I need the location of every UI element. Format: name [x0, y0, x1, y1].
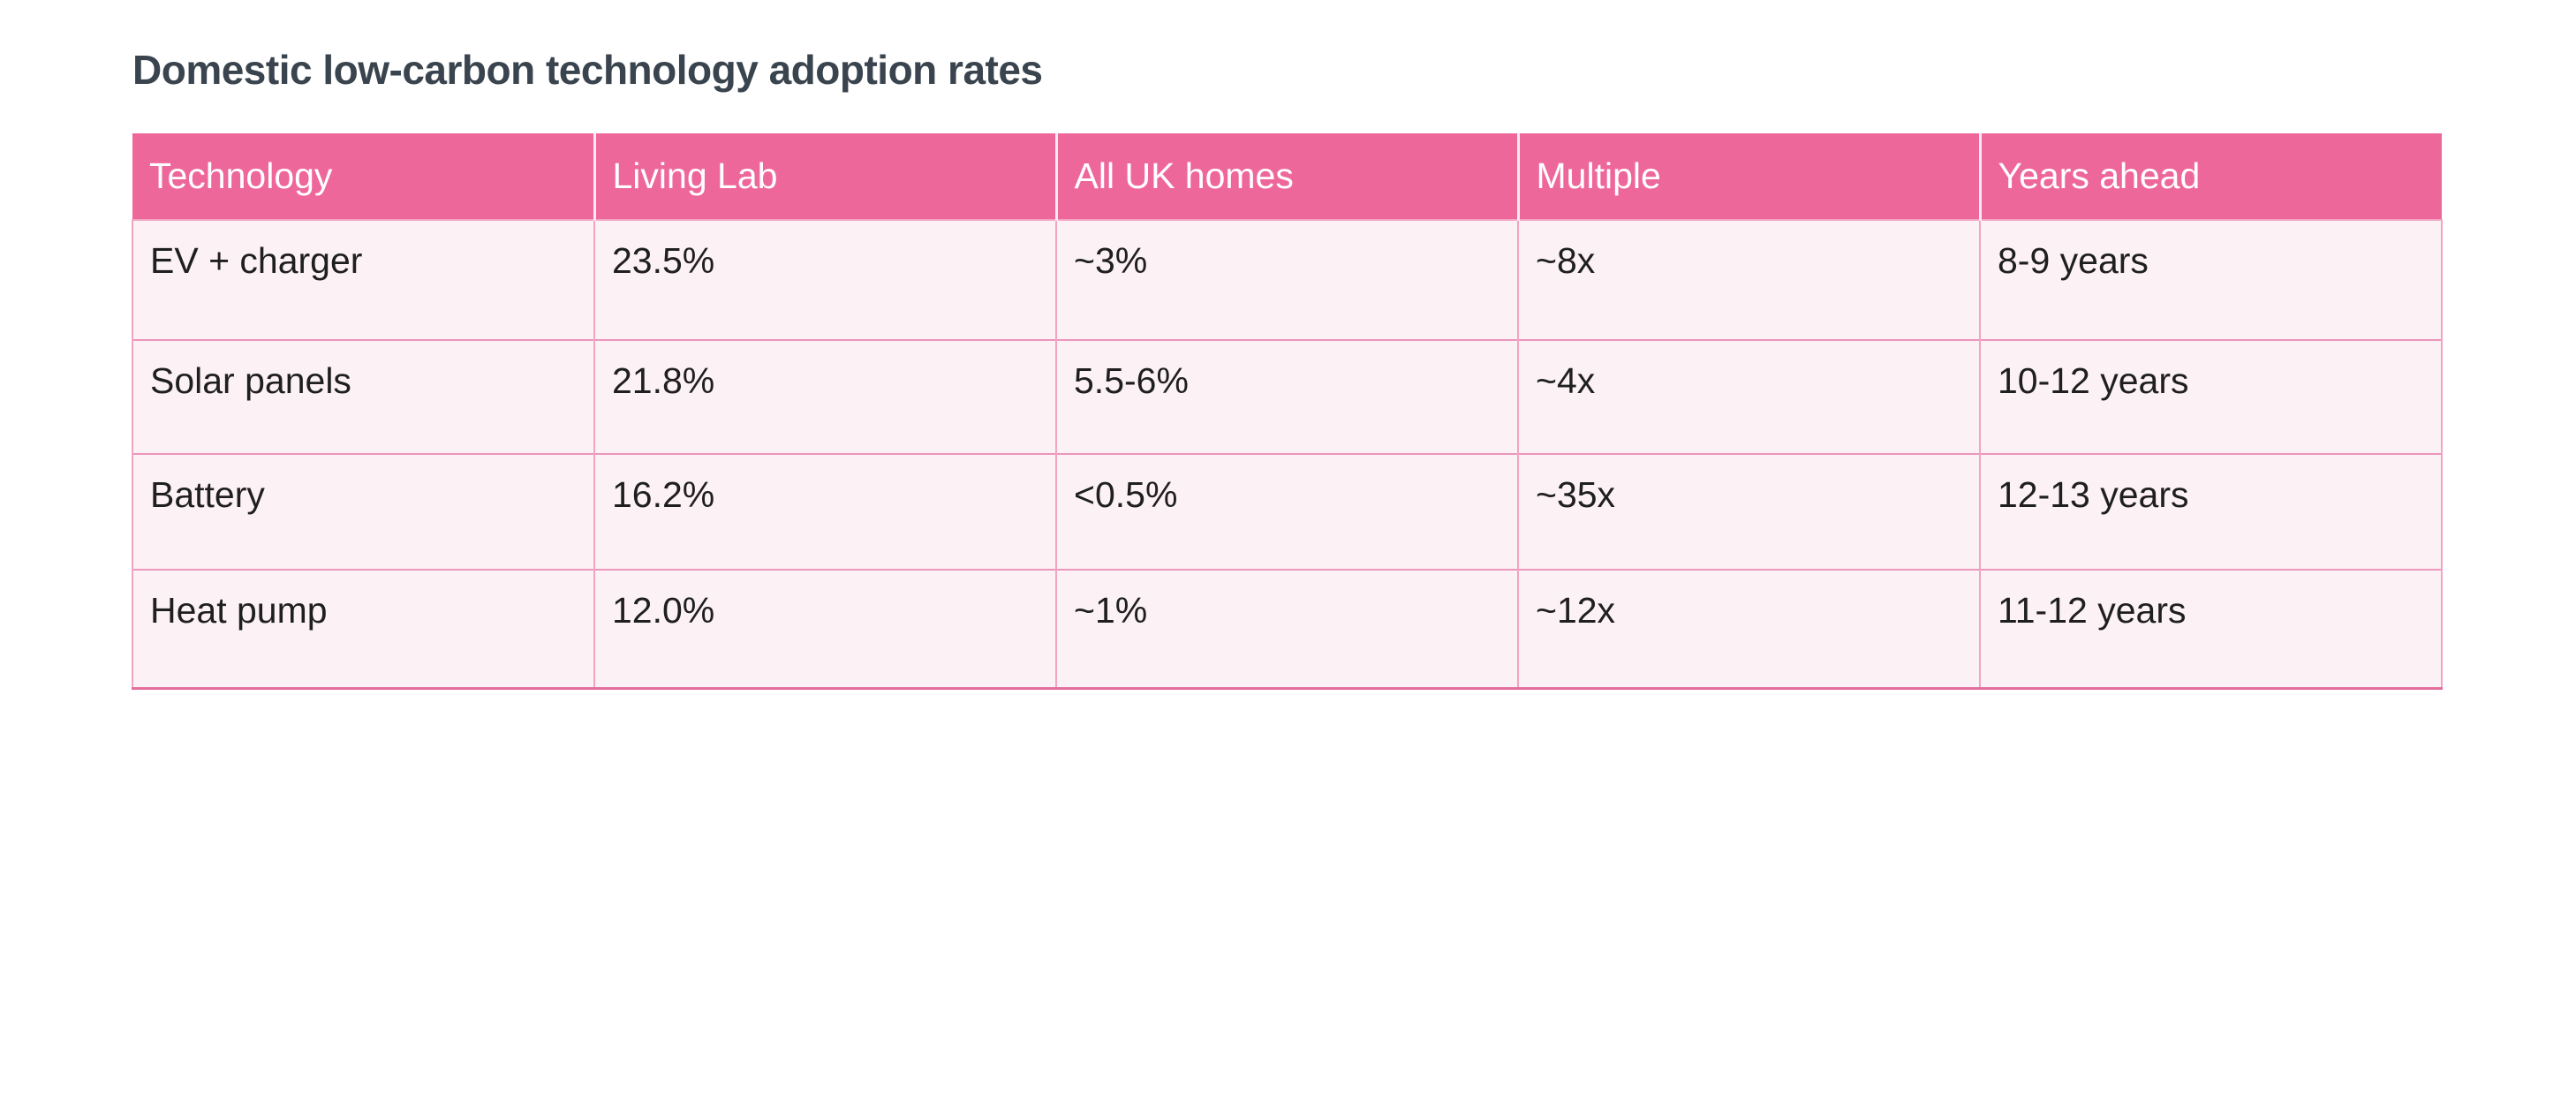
table-cell-technology: Battery — [132, 453, 595, 570]
table-cell-technology: Solar panels — [132, 339, 595, 454]
table-cell-technology: EV + charger — [132, 219, 595, 340]
table-cell-living-lab: 23.5% — [593, 219, 1057, 340]
table-cell-technology: Heat pump — [132, 569, 595, 690]
table-cell-multiple: ~8x — [1517, 219, 1981, 340]
table-cell-years-ahead: 8-9 years — [1979, 219, 2443, 340]
column-header-all-uk-homes: All UK homes — [1054, 133, 1518, 220]
table-cell-years-ahead: 12-13 years — [1979, 453, 2443, 570]
table-cell-all-uk-homes: ~1% — [1055, 569, 1519, 690]
page-title: Domestic low-carbon technology adoption … — [132, 47, 1043, 93]
table-header-row: Technology Living Lab All UK homes Multi… — [132, 133, 2442, 220]
table-cell-all-uk-homes: <0.5% — [1055, 453, 1519, 570]
column-header-years-ahead: Years ahead — [1978, 133, 2442, 220]
table-cell-all-uk-homes: 5.5-6% — [1055, 339, 1519, 454]
column-header-multiple: Multiple — [1516, 133, 1980, 220]
table-row: EV + charger 23.5% ~3% ~8x 8-9 years — [132, 219, 2443, 340]
table-row: Battery 16.2% <0.5% ~35x 12-13 years — [132, 453, 2443, 570]
table-cell-years-ahead: 10-12 years — [1979, 339, 2443, 454]
adoption-rates-table: Technology Living Lab All UK homes Multi… — [132, 133, 2443, 690]
table-cell-multiple: ~4x — [1517, 339, 1981, 454]
table-row: Heat pump 12.0% ~1% ~12x 11-12 years — [132, 569, 2443, 690]
table-cell-living-lab: 21.8% — [593, 339, 1057, 454]
table-row: Solar panels 21.8% 5.5-6% ~4x 10-12 year… — [132, 339, 2443, 454]
table-cell-all-uk-homes: ~3% — [1055, 219, 1519, 340]
table-cell-living-lab: 16.2% — [593, 453, 1057, 570]
table-cell-multiple: ~12x — [1517, 569, 1981, 690]
table-cell-multiple: ~35x — [1517, 453, 1981, 570]
table-cell-years-ahead: 11-12 years — [1979, 569, 2443, 690]
table-cell-living-lab: 12.0% — [593, 569, 1057, 690]
column-header-living-lab: Living Lab — [593, 133, 1056, 220]
column-header-technology: Technology — [132, 133, 594, 220]
